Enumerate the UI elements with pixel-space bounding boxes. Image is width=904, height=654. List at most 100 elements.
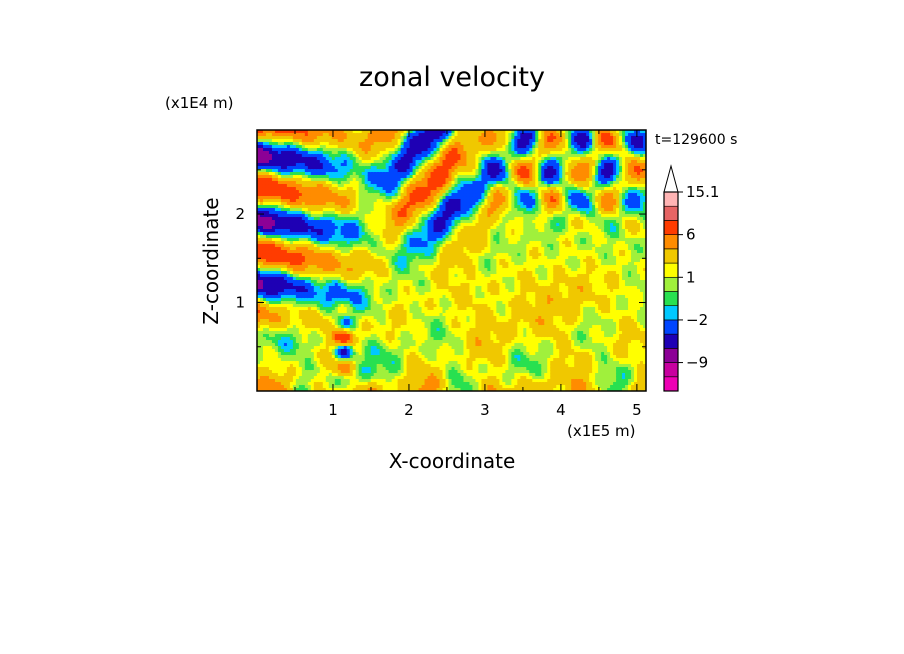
field-cell bbox=[259, 265, 264, 269]
field-cell bbox=[331, 295, 336, 299]
field-cell bbox=[376, 262, 381, 266]
field-cell bbox=[283, 247, 288, 251]
field-cell bbox=[361, 316, 366, 320]
field-cell bbox=[265, 136, 270, 140]
field-cell bbox=[277, 223, 282, 227]
field-cell bbox=[292, 232, 297, 236]
field-cell bbox=[265, 322, 270, 326]
field-cell bbox=[325, 172, 330, 176]
field-cell bbox=[379, 346, 384, 350]
field-cell bbox=[364, 211, 369, 215]
field-cell bbox=[262, 235, 267, 239]
field-cell bbox=[406, 301, 411, 305]
field-cell bbox=[262, 190, 267, 194]
field-cell bbox=[262, 376, 267, 380]
field-cell bbox=[262, 142, 267, 146]
field-cell bbox=[373, 151, 378, 155]
field-cell bbox=[280, 211, 285, 215]
field-cell bbox=[271, 268, 276, 272]
field-cell bbox=[286, 334, 291, 338]
field-cell bbox=[367, 175, 372, 179]
field-cell bbox=[367, 328, 372, 332]
field-cell bbox=[418, 133, 423, 137]
field-cell bbox=[349, 154, 354, 158]
field-cell bbox=[325, 235, 330, 239]
field-cell bbox=[316, 166, 321, 170]
field-cell bbox=[424, 322, 429, 326]
field-cell bbox=[283, 241, 288, 245]
field-cell bbox=[340, 244, 345, 248]
field-cell bbox=[295, 166, 300, 170]
field-cell bbox=[397, 364, 402, 368]
field-cell bbox=[289, 214, 294, 218]
field-cell bbox=[403, 283, 408, 287]
field-cell bbox=[283, 271, 288, 275]
field-cell bbox=[262, 283, 267, 287]
field-cell bbox=[319, 205, 324, 209]
field-cell bbox=[385, 259, 390, 263]
field-cell bbox=[274, 253, 279, 257]
field-cell bbox=[358, 229, 363, 233]
field-cell bbox=[400, 346, 405, 350]
field-cell bbox=[301, 139, 306, 143]
field-cell bbox=[409, 139, 414, 143]
field-cell bbox=[349, 379, 354, 383]
field-cell bbox=[331, 172, 336, 176]
field-cell bbox=[379, 301, 384, 305]
field-cell bbox=[346, 361, 351, 365]
field-cell bbox=[265, 199, 270, 203]
field-cell bbox=[421, 253, 426, 257]
field-cell bbox=[379, 358, 384, 362]
field-cell bbox=[334, 283, 339, 287]
field-cell bbox=[337, 217, 342, 221]
field-cell bbox=[292, 325, 297, 329]
field-cell bbox=[370, 286, 375, 290]
field-cell bbox=[340, 310, 345, 314]
field-cell bbox=[409, 211, 414, 215]
field-cell bbox=[259, 319, 264, 323]
field-cell bbox=[286, 277, 291, 281]
field-cell bbox=[334, 319, 339, 323]
field-cell bbox=[340, 256, 345, 260]
field-cell bbox=[361, 241, 366, 245]
field-cell bbox=[280, 217, 285, 221]
field-cell bbox=[394, 178, 399, 182]
field-cell bbox=[283, 334, 288, 338]
field-cell bbox=[265, 346, 270, 350]
field-cell bbox=[349, 325, 354, 329]
field-cell bbox=[373, 172, 378, 176]
field-cell bbox=[358, 214, 363, 218]
field-cell bbox=[262, 172, 267, 176]
field-cell bbox=[322, 166, 327, 170]
field-cell bbox=[271, 277, 276, 281]
field-cell bbox=[373, 142, 378, 146]
field-cell bbox=[298, 142, 303, 146]
field-cell bbox=[424, 166, 429, 170]
field-cell bbox=[322, 346, 327, 350]
field-cell bbox=[397, 355, 402, 359]
field-cell bbox=[319, 193, 324, 197]
field-cell bbox=[328, 262, 333, 266]
field-cell bbox=[361, 349, 366, 353]
field-cell bbox=[328, 280, 333, 284]
field-cell bbox=[418, 355, 423, 359]
field-cell bbox=[382, 316, 387, 320]
field-cell bbox=[349, 181, 354, 185]
field-cell bbox=[277, 163, 282, 167]
field-cell bbox=[367, 256, 372, 260]
field-cell bbox=[412, 247, 417, 251]
field-cell bbox=[424, 154, 429, 158]
field-cell bbox=[415, 166, 420, 170]
field-cell bbox=[394, 214, 399, 218]
field-cell bbox=[262, 385, 267, 389]
field-cell bbox=[421, 376, 426, 380]
field-cell bbox=[310, 178, 315, 182]
field-cell bbox=[403, 346, 408, 350]
field-cell bbox=[379, 175, 384, 179]
field-cell bbox=[394, 130, 399, 134]
field-cell bbox=[403, 298, 408, 302]
field-cell bbox=[316, 250, 321, 254]
field-cell bbox=[295, 202, 300, 206]
field-cell bbox=[331, 280, 336, 284]
field-cell bbox=[286, 142, 291, 146]
